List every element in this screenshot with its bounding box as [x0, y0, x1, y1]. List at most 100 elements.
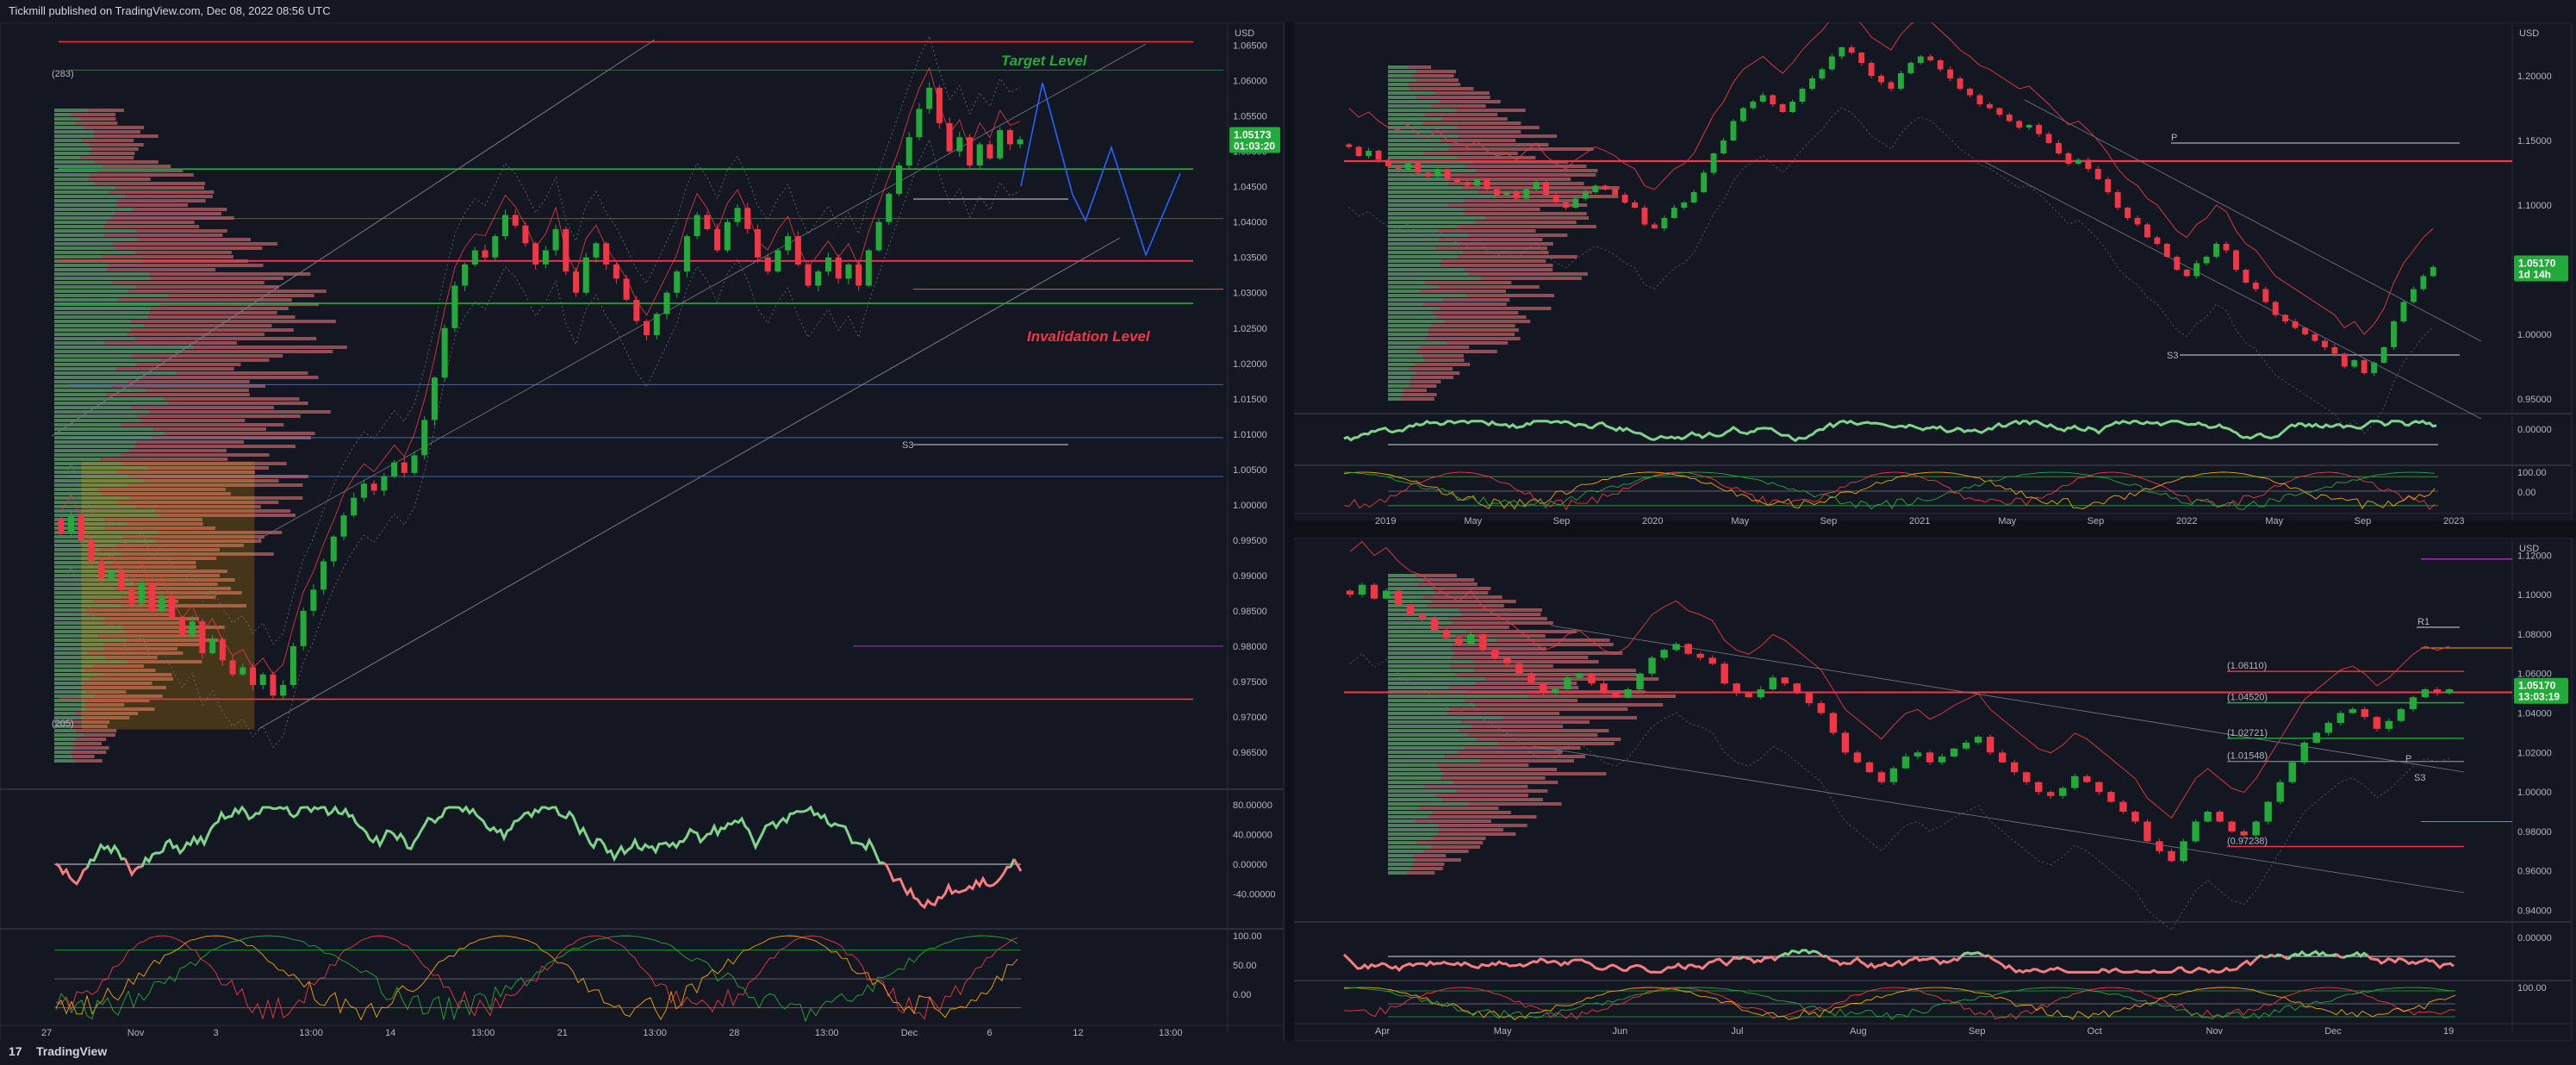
volume-profile-down-bar — [125, 630, 202, 633]
volume-profile-down-bar — [83, 139, 134, 142]
volume-profile-down-bar — [90, 677, 174, 681]
stoch-tick-label: 0.00 — [2517, 488, 2536, 498]
tradingview-logo[interactable]: 17 TradingView — [9, 1044, 107, 1058]
candle-body — [1523, 190, 1530, 199]
time-tick-label: Oct — [2088, 1026, 2102, 1037]
volume-profile-up-bar — [1388, 863, 1413, 866]
candle-body — [250, 667, 257, 686]
volume-profile-up-bar — [1388, 634, 1456, 638]
channel-line-1 — [1981, 159, 2482, 420]
volume-profile-up-bar — [54, 582, 134, 586]
volume-profile-down-bar — [74, 742, 102, 745]
volume-profile-down-bar — [105, 518, 202, 521]
candle-body — [340, 515, 347, 537]
volume-profile-up-bar — [1388, 156, 1459, 159]
candle-body — [209, 638, 216, 654]
volume-profile-up-bar — [1388, 699, 1465, 702]
volume-profile-up-bar — [1388, 824, 1439, 827]
volume-profile-down-bar — [159, 531, 283, 534]
candle-body — [1415, 164, 1422, 173]
volume-profile-down-bar — [128, 380, 250, 383]
candle-body — [1454, 179, 1461, 182]
volume-profile-down-bar — [1465, 212, 1587, 215]
volume-profile-up-bar — [54, 294, 170, 297]
candle-body — [896, 165, 903, 194]
volume-profile-up-bar — [1388, 608, 1459, 612]
candle-body — [2409, 697, 2417, 709]
s3-label-daily: S3 — [2414, 773, 2425, 783]
candle-body — [653, 314, 660, 335]
volume-profile-down-bar — [1474, 660, 1599, 663]
oscillator-negative — [2336, 953, 2344, 959]
volume-profile-down-bar — [1422, 121, 1521, 125]
volume-profile-down-bar — [1466, 630, 1577, 633]
volume-profile-up-bar — [54, 152, 90, 155]
volume-profile-up-bar — [54, 130, 95, 134]
volume-profile-up-bar — [54, 755, 73, 758]
volume-profile-down-bar — [1406, 871, 1435, 875]
candle-body — [905, 137, 912, 166]
volume-profile-up-bar — [54, 414, 137, 418]
volume-profile-up-bar — [54, 432, 165, 435]
volume-profile-up-bar — [54, 716, 84, 719]
volume-profile-down-bar — [103, 643, 201, 646]
candle-body — [2321, 340, 2328, 347]
volume-profile-down-bar — [103, 565, 196, 569]
volume-profile-up-bar — [54, 298, 119, 302]
oscillator-tick-label: -40.00000 — [1233, 890, 1276, 900]
time-tick-label: May — [2265, 516, 2283, 526]
time-tick-label: Sep — [2355, 516, 2372, 526]
candle-body — [2144, 224, 2150, 238]
bollinger-upper — [60, 34, 1021, 645]
candle-body — [1750, 102, 1757, 109]
candle-body — [1006, 130, 1013, 145]
volume-profile-up-bar — [54, 712, 76, 715]
volume-profile-up-bar — [1388, 272, 1470, 276]
volume-profile-down-bar — [146, 389, 249, 392]
volume-profile-up-bar — [54, 350, 184, 353]
volume-profile-down-bar — [71, 113, 115, 116]
volume-profile-down-bar — [1431, 130, 1521, 134]
volume-profile-down-bar — [1468, 733, 1598, 737]
volume-profile-up-bar — [1388, 225, 1458, 228]
tradingview-logo-text: TradingView — [36, 1044, 108, 1058]
candle-body — [1543, 182, 1549, 195]
candle-body — [300, 610, 307, 646]
volume-profile-down-bar — [1450, 143, 1549, 146]
supertrend-red — [60, 66, 1021, 675]
volume-profile-up-bar — [1388, 371, 1416, 375]
volume-profile-down-bar — [1468, 234, 1568, 237]
chart-canvas[interactable]: S3 Target Level Invalidation Level (283) (20… — [0, 22, 2576, 1041]
candle-body — [259, 674, 266, 686]
volume-profile-up-bar — [1388, 96, 1416, 99]
volume-profile-up-bar — [1388, 643, 1453, 646]
candle-body — [2105, 179, 2112, 192]
volume-profile-up-bar — [1388, 393, 1403, 396]
candle-body — [916, 109, 923, 138]
volume-profile-down-bar — [1417, 78, 1459, 82]
volume-profile-up-bar — [1388, 389, 1404, 392]
price-tick-label: 1.03000 — [1233, 289, 1267, 299]
volume-profile-up-bar — [1388, 320, 1446, 323]
volume-profile-down-bar — [131, 406, 274, 409]
level-1-01548-label: (1.01548) — [2227, 751, 2268, 762]
volume-profile-down-bar — [94, 160, 159, 164]
volume-profile-down-bar — [1457, 225, 1596, 228]
volume-profile-up-bar — [1388, 195, 1497, 198]
candle-body — [744, 208, 751, 229]
candle-body — [2047, 792, 2055, 796]
candle-body — [865, 250, 872, 286]
volume-profile-down-bar — [1433, 587, 1491, 590]
candle-body — [1552, 195, 1559, 202]
candle-body — [219, 638, 226, 661]
volume-profile-up-bar — [54, 617, 105, 620]
price-tick-label: 1.04000 — [2517, 709, 2552, 719]
volume-profile-up-bar — [1388, 630, 1467, 633]
candle-body — [471, 250, 478, 265]
volume-profile-up-bar — [54, 608, 86, 612]
candle-body — [1602, 185, 1608, 190]
price-tick-label: 0.97000 — [1233, 713, 1267, 723]
volume-profile-down-bar — [1475, 682, 1577, 685]
volume-profile-down-bar — [107, 268, 216, 271]
volume-profile-up-bar — [1388, 686, 1451, 689]
